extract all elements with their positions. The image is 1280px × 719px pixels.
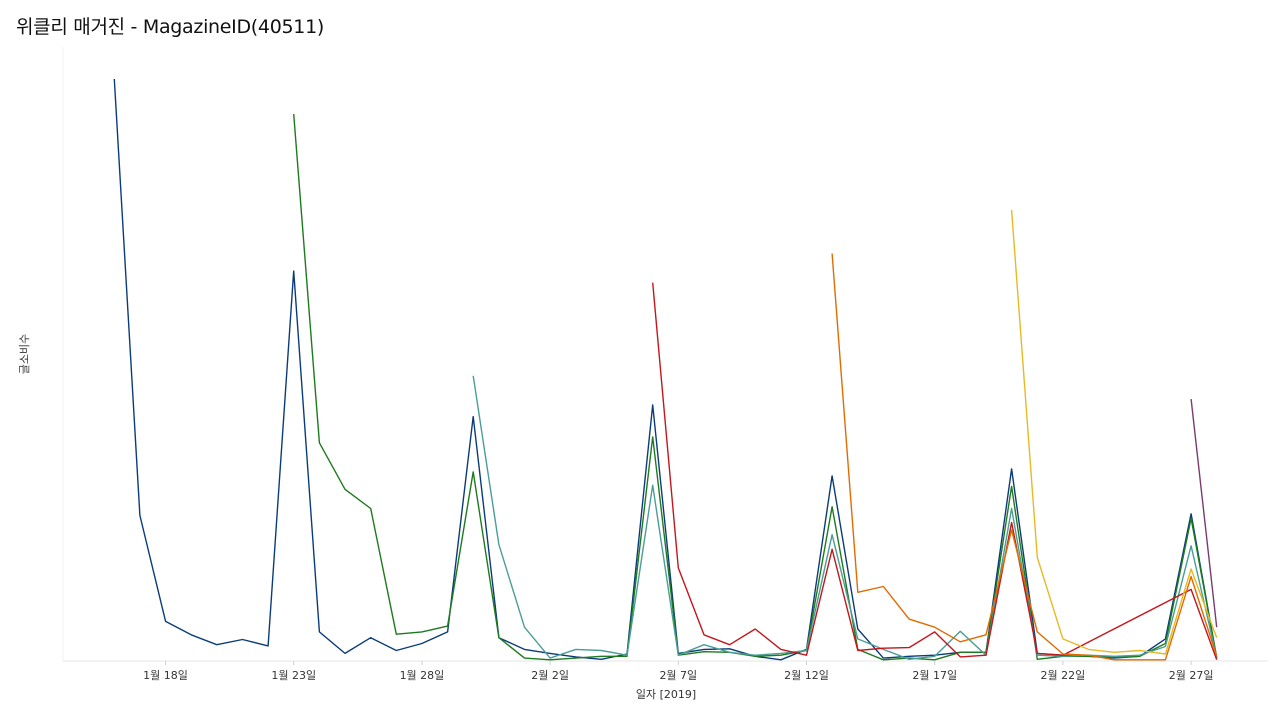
x-tick-label: 1월 28일	[400, 668, 445, 682]
x-tick-label: 2월 12일	[784, 668, 829, 682]
y-axis-label: 글소비수	[18, 334, 31, 374]
x-tick-labels: 1월 18일 1월 23일 1월 28일 2월 2일 2월 7일 2월 12일 2월 17일…	[143, 661, 1213, 682]
x-tick-label: 1월 23일	[271, 668, 316, 682]
x-tick-label: 2월 17일	[912, 668, 957, 682]
series-line-2	[293, 113, 1218, 661]
x-tick-label: 2월 7일	[659, 668, 697, 682]
series-line-4	[652, 282, 1218, 661]
series-line-5	[831, 253, 1218, 661]
chart-title: 위클리 매거진 - MagazineID(40511)	[16, 16, 324, 38]
x-tick-label: 2월 27일	[1169, 668, 1214, 682]
series-line-6	[1010, 209, 1218, 655]
series-line-7	[1190, 399, 1218, 628]
x-tick-label: 2월 22일	[1041, 668, 1086, 682]
series-line-1	[113, 78, 1218, 661]
x-axis-label: 일자 [2019]	[636, 687, 696, 701]
series-layer	[113, 78, 1218, 661]
x-tick-label: 1월 18일	[143, 668, 188, 682]
x-tick-label: 2월 2일	[531, 668, 569, 682]
